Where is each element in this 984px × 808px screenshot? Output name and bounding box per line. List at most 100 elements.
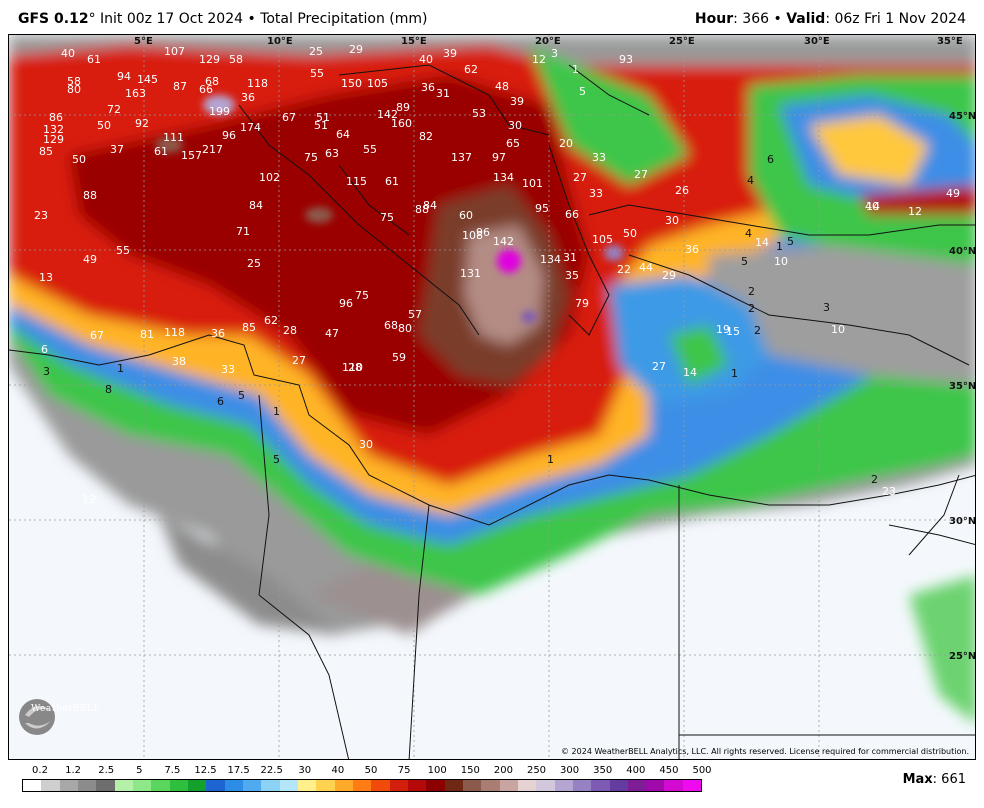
color-scale: 0.2 1.2 2.5 5 7.5 12.5 17.5 22.5 30 40 50 75 100 150 2… — [22, 765, 712, 795]
precip-value-label: 137 — [451, 151, 472, 164]
scale-swatch — [646, 780, 665, 791]
precip-value-label: 129 — [199, 53, 220, 66]
precip-value-label: 40 — [419, 53, 433, 66]
precip-value-label: 33 — [592, 151, 606, 164]
precip-value-label: 105 — [367, 77, 388, 90]
scale-swatch — [151, 780, 170, 791]
precip-value-label: 36 — [685, 243, 699, 256]
precip-value-label: 142 — [493, 235, 514, 248]
separator: • — [247, 11, 256, 27]
precip-value-label: 23 — [34, 209, 48, 222]
max-value: Max: 661 — [903, 772, 966, 787]
hour-label: Hour — [694, 11, 734, 27]
lon-label: 15°E — [401, 36, 427, 47]
precip-value-label: 50 — [623, 227, 637, 240]
precip-value-label: 65 — [506, 137, 520, 150]
scale-swatch — [481, 780, 500, 791]
precip-value-label: 12 — [908, 205, 922, 218]
lat-label: 40°N — [949, 246, 976, 257]
precip-value-label: 61 — [154, 145, 168, 158]
precip-value-label: 8 — [105, 383, 112, 396]
scale-swatch — [261, 780, 280, 791]
max-number: : 661 — [932, 772, 966, 787]
scale-swatch — [371, 780, 390, 791]
scale-swatch — [206, 780, 225, 791]
precip-value-label: 67 — [282, 111, 296, 124]
precip-value-label: 12 — [532, 53, 546, 66]
lat-label: 25°N — [949, 651, 976, 662]
precip-value-label: 36 — [241, 91, 255, 104]
scale-label: 200 — [493, 765, 513, 776]
logo-swirl-icon — [19, 699, 55, 735]
scale-swatch — [224, 780, 243, 791]
precip-value-label: 28 — [283, 324, 297, 337]
precip-value-label: 79 — [575, 297, 589, 310]
precip-value-label: 40 — [61, 47, 75, 60]
precip-value-label: 64 — [336, 128, 350, 141]
precip-value-label: 75 — [355, 289, 369, 302]
precip-value-label: 28 — [348, 361, 362, 374]
scale-label: 30 — [298, 765, 312, 776]
scale-label: 250 — [526, 765, 547, 776]
precip-value-label: 150 — [341, 77, 362, 90]
scale-label: 150 — [460, 765, 480, 776]
precip-value-label: 25 — [247, 257, 261, 270]
precip-value-label: 12 — [82, 493, 96, 506]
scale-label: 50 — [364, 765, 378, 776]
scale-swatch — [187, 780, 207, 791]
precip-value-label: 10 — [774, 255, 788, 268]
scale-swatch — [297, 780, 317, 791]
scale-swatch — [536, 780, 555, 791]
max-label: Max — [902, 772, 933, 787]
precip-value-label: 80 — [67, 83, 81, 96]
precip-value-label: 30 — [359, 438, 373, 451]
scale-swatch — [572, 780, 592, 791]
precip-value-label: 2 — [748, 302, 755, 315]
precip-value-label: 5 — [238, 389, 245, 402]
precip-value-label: 30 — [665, 214, 679, 227]
lat-label: 45°N — [949, 111, 976, 122]
precip-value-label: 2 — [754, 324, 761, 337]
scale-label: 12.5 — [194, 765, 217, 776]
precip-value-label: 67 — [90, 329, 104, 342]
precip-value-label: 71 — [236, 225, 250, 238]
scale-label: 300 — [560, 765, 580, 776]
precip-value-label: 35 — [565, 269, 579, 282]
precip-value-label: 62 — [464, 63, 478, 76]
precip-value-label: 217 — [202, 143, 223, 156]
scale-label: 40 — [331, 765, 345, 776]
scale-label: 1.2 — [65, 765, 82, 776]
init-time: Init 00z 17 Oct 2024 — [100, 11, 244, 27]
precip-value-label: 89 — [396, 101, 410, 114]
lon-label: 20°E — [535, 36, 561, 47]
model-name: GFS 0.12 — [18, 11, 89, 27]
scale-label: 350 — [593, 765, 613, 776]
precip-value-label: 44 — [639, 261, 653, 274]
precip-value-label: 1 — [572, 63, 579, 76]
scale-label: 5 — [136, 765, 143, 776]
precip-value-label: 88 — [415, 203, 429, 216]
precip-value-label: 92 — [135, 117, 149, 130]
precip-value-label: 96 — [339, 297, 353, 310]
precip-value-label: 1 — [547, 453, 554, 466]
precip-value-label: 3 — [823, 301, 830, 314]
precip-value-label: 55 — [363, 143, 377, 156]
precip-value-label: 39 — [510, 95, 524, 108]
precip-value-label: 27 — [634, 168, 648, 181]
degree-symbol: ° — [88, 11, 96, 27]
valid-label: Valid — [786, 11, 826, 27]
precip-value-label: 33 — [221, 363, 235, 376]
scale-label: 7.5 — [164, 765, 181, 776]
precip-value-label: 14 — [755, 236, 769, 249]
hour-value: : 366 — [733, 11, 770, 27]
precip-value-label: 29 — [349, 43, 363, 56]
precip-value-label: 88 — [83, 189, 97, 202]
precip-value-label: 131 — [460, 267, 481, 280]
scale-swatch — [132, 780, 152, 791]
precip-value-label: 160 — [391, 117, 412, 130]
precip-value-label: 49 — [946, 187, 960, 200]
scale-swatch — [664, 780, 683, 791]
scale-swatch — [242, 780, 262, 791]
precip-value-label: 101 — [522, 177, 543, 190]
